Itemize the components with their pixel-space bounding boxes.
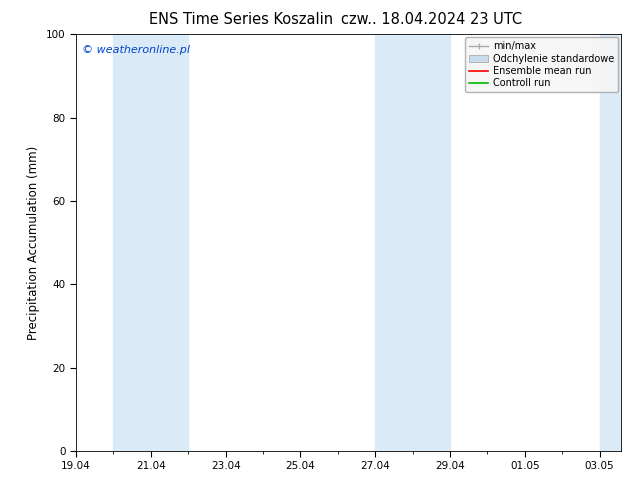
Bar — [113, 34, 188, 451]
Text: czw.. 18.04.2024 23 UTC: czw.. 18.04.2024 23 UTC — [340, 12, 522, 27]
Text: ENS Time Series Koszalin: ENS Time Series Koszalin — [149, 12, 333, 27]
Bar — [375, 34, 450, 451]
Text: © weatheronline.pl: © weatheronline.pl — [82, 45, 190, 55]
Bar — [600, 34, 634, 451]
Y-axis label: Precipitation Accumulation (mm): Precipitation Accumulation (mm) — [27, 146, 41, 340]
Legend: min/max, Odchylenie standardowe, Ensemble mean run, Controll run: min/max, Odchylenie standardowe, Ensembl… — [465, 37, 618, 92]
